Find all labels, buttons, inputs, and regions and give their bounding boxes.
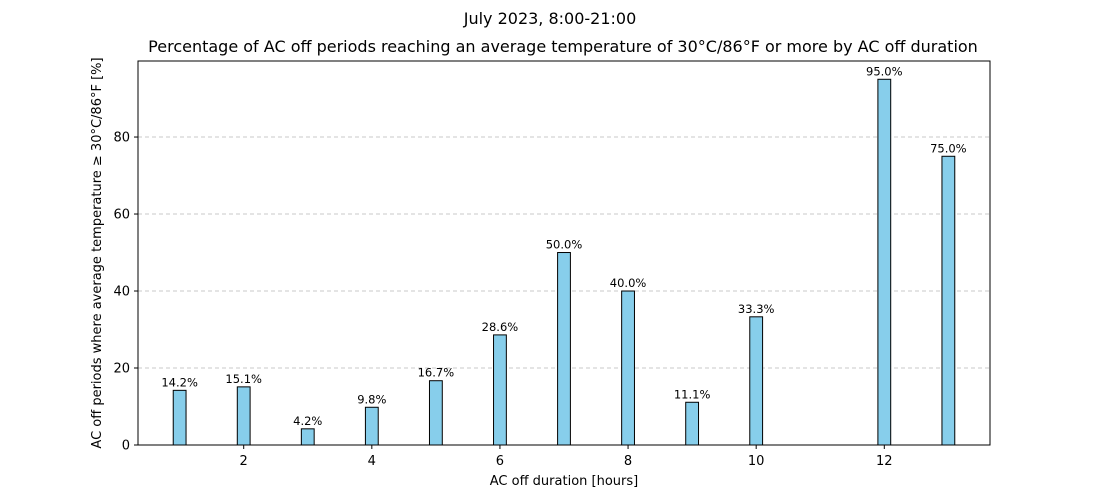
bar: [557, 252, 571, 446]
y-axis-ticks: 0 20 40 60 80: [113, 131, 138, 454]
x-tick-label: 2: [240, 454, 248, 469]
y-tick-label: 20: [113, 362, 130, 377]
y-tick-label: 40: [113, 285, 130, 300]
bar-value-label: 40.0%: [610, 276, 647, 290]
bar-value-label: 11.1%: [674, 387, 711, 401]
bar: [493, 334, 507, 446]
x-axis-ticks: 2 4 6 8 10 12: [240, 445, 893, 469]
bar-value-label: 50.0%: [546, 238, 583, 252]
x-tick-label: 6: [496, 454, 504, 469]
bar: [236, 386, 251, 446]
y-tick-label: 60: [113, 208, 130, 223]
bar-value-label: 15.1%: [225, 372, 262, 386]
x-tick-label: 4: [368, 454, 376, 469]
bar: [172, 389, 187, 446]
bar-value-label: 28.6%: [482, 320, 519, 334]
x-tick-label: 10: [748, 454, 765, 469]
bar-value-label: 75.0%: [930, 141, 967, 155]
bar-value-label: 4.2%: [293, 414, 322, 428]
chart-title: Percentage of AC off periods reaching an…: [148, 37, 978, 56]
x-tick-label: 8: [624, 454, 632, 469]
chart-suptitle: July 2023, 8:00-21:00: [463, 9, 637, 28]
bar-value-label: 9.8%: [357, 392, 386, 406]
bar-value-label: 14.2%: [161, 375, 198, 389]
bar: [428, 380, 443, 446]
y-tick-label: 80: [113, 131, 130, 146]
bar: [685, 401, 700, 446]
x-axis-label: AC off duration [hours]: [490, 474, 638, 489]
bar-value-label: 33.3%: [738, 302, 775, 316]
y-gridlines: [138, 136, 990, 369]
bars-group: [172, 78, 956, 446]
y-axis-label: AC off periods where average temperature…: [90, 57, 105, 448]
bar-value-label: 95.0%: [866, 64, 903, 78]
y-tick-label: 0: [122, 439, 130, 454]
bar: [300, 428, 315, 446]
bar-value-label: 16.7%: [418, 366, 455, 380]
plot-frame: [137, 60, 991, 446]
bar: [621, 290, 635, 446]
bar: [364, 406, 379, 446]
data-labels-group: 14.2% 15.1% 4.2% 9.8% 16.7% 28.6% 50.0% 40.0% 11…: [161, 64, 966, 428]
bar: [941, 155, 956, 446]
bar: [877, 78, 892, 446]
x-tick-label: 12: [876, 454, 893, 469]
bar: [749, 316, 764, 446]
